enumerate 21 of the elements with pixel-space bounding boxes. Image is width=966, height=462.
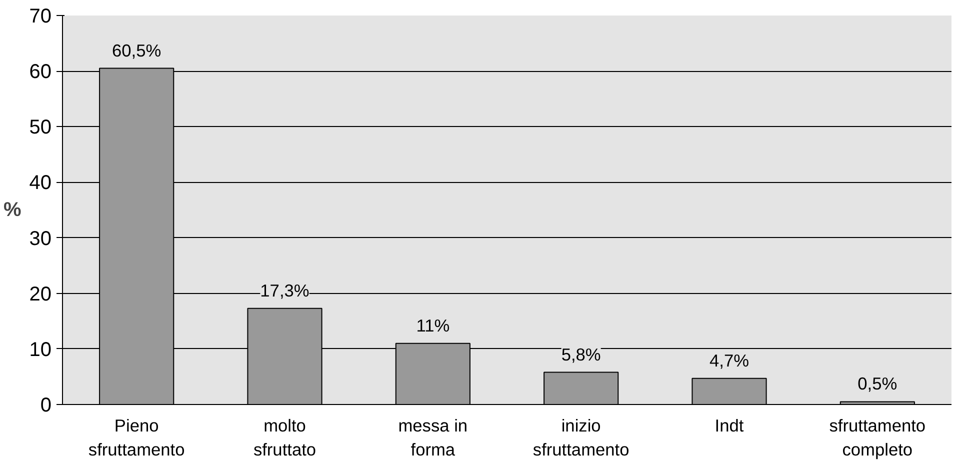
- x-tick-label: molto sfruttato: [253, 416, 316, 460]
- data-label: 0,5%: [858, 374, 898, 394]
- data-label: 5,8%: [561, 344, 601, 364]
- data-label: 11%: [416, 315, 450, 336]
- x-tick-label: sfruttamento completo: [829, 416, 926, 460]
- x-tick-label: Indt: [714, 416, 744, 436]
- y-tick-label: 30: [29, 228, 52, 250]
- y-tick-label: 20: [29, 283, 52, 306]
- data-label: 60,5%: [112, 40, 162, 60]
- x-tick-label: Pieno sfruttamento: [88, 416, 185, 460]
- y-tick-label: 10: [29, 338, 52, 361]
- data-label: 4,7%: [710, 350, 749, 370]
- y-tick-label: 0: [40, 394, 52, 416]
- x-tick-label: messa in forma: [398, 416, 468, 460]
- data-label: 17,3%: [260, 280, 310, 300]
- y-tick-label: 50: [29, 116, 52, 139]
- y-tick-label: 40: [29, 172, 52, 194]
- y-tick-label: 60: [29, 61, 52, 84]
- y-axis-title: %: [3, 199, 22, 221]
- y-tick-label: 70: [29, 6, 52, 28]
- x-tick-label: inizio sfruttamento: [532, 416, 630, 460]
